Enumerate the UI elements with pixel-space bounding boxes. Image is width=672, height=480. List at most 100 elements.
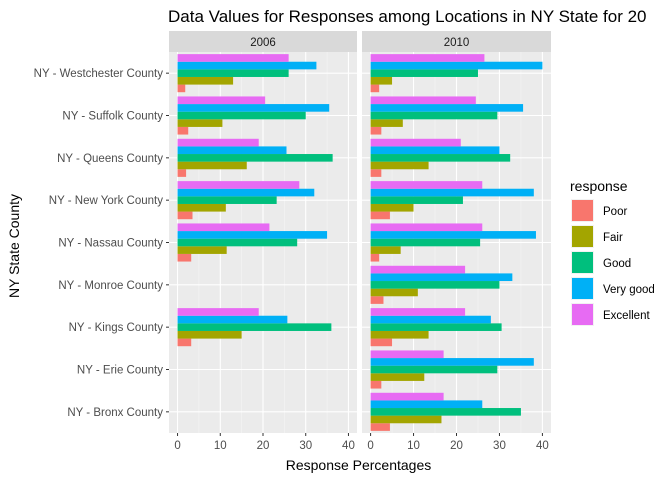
bar-very-good [370,400,483,409]
x-axis-title: Response Percentages [286,457,432,473]
legend-key-good [572,252,593,273]
bar-very-good [177,146,287,155]
y-tick-label: NY - Kings County [69,322,164,334]
bar-poor [370,126,382,135]
bar-good [370,196,463,204]
bar-poor [177,84,186,93]
bar-very-good [370,231,536,239]
bar-excellent [370,392,444,401]
bar-good [177,154,333,162]
facet-strip-label: 2010 [444,37,470,49]
legend-label: Very good [603,284,655,296]
bar-very-good [177,231,328,239]
y-tick-label: NY - Bronx County [67,407,163,419]
y-tick-label: NY - Erie County [77,365,163,377]
legend-label: Good [603,258,631,270]
bar-good [177,196,277,204]
x-tick-label: 20 [450,440,463,452]
y-axis: NY - Westchester County NY - Suffolk Coun… [34,68,169,419]
bar-excellent [370,96,476,105]
bar-excellent [177,96,266,105]
bar-fair [177,76,234,85]
bar-good [370,154,511,162]
legend-label: Poor [603,206,627,218]
bar-excellent [370,265,466,274]
bar-excellent [370,138,461,147]
bar-fair [370,161,429,170]
bar-fair [370,288,418,297]
bar-good [177,238,298,247]
bar-excellent [370,181,483,189]
bar-fair [370,415,442,424]
bar-good [177,69,289,77]
bar-excellent [177,223,270,232]
bar-poor [370,380,382,389]
bar-very-good [370,315,491,324]
x-tick-label: 30 [493,440,506,452]
bar-poor [177,211,193,220]
bar-very-good [177,104,330,112]
legend-key-very-good [572,278,593,299]
facet-strip [362,31,551,52]
bar-poor [177,169,187,177]
bar-poor [370,211,390,220]
bar-fair [370,330,429,339]
legend-key-excellent [572,304,593,325]
bar-fair [370,246,401,254]
y-tick-label: NY - Westchester County [34,68,164,80]
bar-poor [177,126,189,135]
bar-poor [370,253,380,262]
bar-excellent [370,308,466,316]
x-tick-label: 0 [367,440,373,452]
x-tick-label: 40 [536,440,549,452]
y-tick-label: NY - Monroe County [58,280,163,292]
bar-fair [177,119,223,127]
y-tick-label: NY - Suffolk County [62,111,163,123]
bar-fair [177,161,247,170]
bar-fair [177,246,227,254]
bar-poor [177,253,192,262]
bar-poor [370,423,390,431]
bar-fair [177,330,242,339]
bar-very-good [370,188,534,197]
bar-good [370,365,498,374]
bar-fair [370,76,393,85]
bar-good [370,323,502,331]
bar-excellent [177,181,300,189]
facet-strip [169,31,357,52]
bar-good [370,238,481,247]
bar-poor [177,338,192,347]
bar-good [370,111,498,120]
bar-excellent [177,308,259,316]
bar-poor [370,84,380,93]
x-tick-label: 30 [299,440,312,452]
bar-fair [177,203,226,212]
x-tick-label: 0 [174,440,180,452]
x-tick-label: 20 [257,440,270,452]
y-tick-label: NY - Queens County [57,153,163,165]
bar-fair [370,119,403,127]
bar-fair [370,203,414,212]
legend-label: Fair [603,232,623,244]
bar-very-good [177,188,315,197]
bar-good [177,111,306,120]
bar-excellent [370,350,444,359]
facet-strip-label: 2006 [250,37,276,49]
bar-excellent [370,223,483,232]
panel-2010: 2010 0 10 20 30 40 [362,31,551,452]
panel-2006: 2006 0 10 20 30 40 [169,31,357,452]
x-tick-label: 40 [342,440,355,452]
bar-very-good [177,61,317,70]
bar-good [370,408,521,416]
bar-poor [370,338,393,347]
y-tick-label: NY - New York County [49,195,163,207]
bar-fair [370,373,425,381]
bar-good [370,281,500,289]
y-tick-label: NY - Nassau County [58,238,163,250]
bar-very-good [370,104,524,112]
bar-excellent [370,54,485,62]
bar-poor [370,296,384,304]
y-axis-title: NY State County [6,194,22,298]
bar-very-good [177,315,288,324]
